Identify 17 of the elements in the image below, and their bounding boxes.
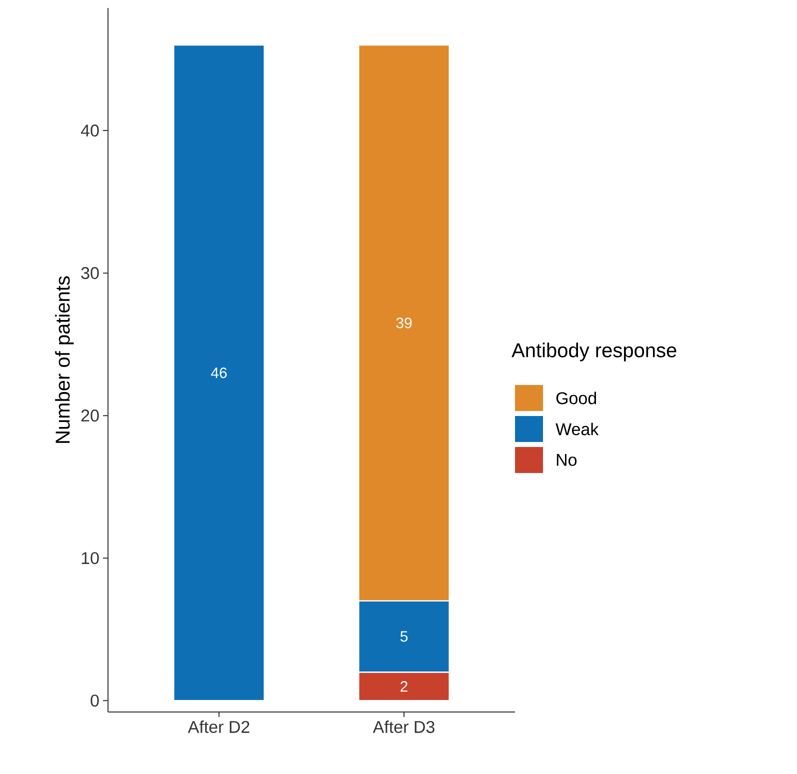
y-tick-label: 0 [90, 694, 99, 707]
data-label: 5 [400, 631, 408, 642]
legend-label: Good [556, 392, 596, 404]
data-label: 2 [400, 681, 408, 692]
x-tick-label: After D2 [188, 720, 250, 733]
data-label: 39 [396, 318, 412, 328]
y-tick-label: 30 [81, 267, 99, 280]
y-axis-title: Number of patients [55, 276, 74, 443]
legend-title: Antibody response [512, 342, 676, 362]
x-tick-label: After D3 [372, 720, 434, 733]
y-tick-label: 10 [82, 552, 99, 564]
y-tick-label: 40 [80, 124, 99, 137]
bar [173, 44, 265, 702]
legend-label: No [556, 454, 577, 466]
data-label: 46 [211, 368, 227, 378]
legend-label: Weak [556, 422, 599, 436]
y-tick-label: 20 [81, 410, 99, 422]
